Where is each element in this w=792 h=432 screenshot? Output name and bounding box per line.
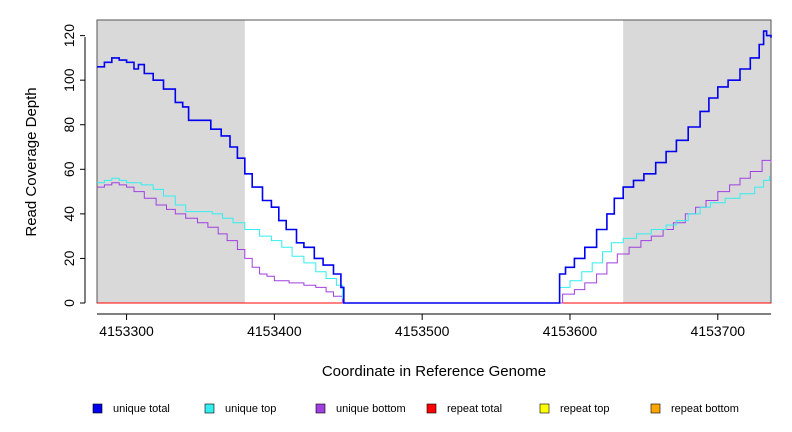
legend-swatch bbox=[539, 403, 550, 414]
legend-swatch bbox=[315, 403, 326, 414]
x-tick-label: 4153300 bbox=[99, 323, 154, 339]
y-tick-label: 0 bbox=[61, 299, 77, 307]
y-tick-label: 20 bbox=[61, 250, 77, 266]
series-line-unique-top bbox=[97, 176, 770, 304]
x-axis: 4153300 4153400 4153500 4153600 4153700 bbox=[97, 313, 771, 339]
y-tick-label: 100 bbox=[61, 68, 77, 92]
series-lines bbox=[97, 30, 772, 304]
legend-swatch bbox=[426, 403, 437, 414]
shaded-regions bbox=[97, 20, 771, 303]
x-tick-label: 4153400 bbox=[247, 323, 302, 339]
y-axis: 0 20 40 60 80 100 120 bbox=[61, 24, 86, 307]
x-tick-label: 4153700 bbox=[691, 323, 746, 339]
y-tick-label: 60 bbox=[61, 161, 77, 177]
y-tick-label: 80 bbox=[61, 117, 77, 133]
legend-label: unique bottom bbox=[336, 403, 406, 415]
x-tick-label: 4153500 bbox=[395, 323, 450, 339]
y-axis-title: Read Coverage Depth bbox=[23, 87, 40, 236]
legend: unique total unique top unique bottom repea… bbox=[92, 403, 739, 415]
legend-label: repeat bottom bbox=[671, 403, 739, 415]
legend-label: unique top bbox=[225, 403, 276, 415]
legend-label: repeat top bbox=[560, 403, 610, 415]
legend-swatch bbox=[92, 403, 103, 414]
legend-label: repeat total bbox=[447, 403, 502, 415]
shaded-region-1 bbox=[97, 20, 245, 303]
shaded-region-2 bbox=[623, 20, 771, 303]
legend-swatch bbox=[204, 403, 215, 414]
y-tick-label: 40 bbox=[61, 206, 77, 222]
legend-swatch bbox=[650, 403, 661, 414]
y-tick-label: 120 bbox=[61, 24, 77, 48]
x-tick-label: 4153600 bbox=[543, 323, 598, 339]
series-line-unique-total bbox=[97, 30, 772, 304]
x-axis-title: Coordinate in Reference Genome bbox=[322, 363, 546, 380]
legend-label: unique total bbox=[113, 403, 170, 415]
